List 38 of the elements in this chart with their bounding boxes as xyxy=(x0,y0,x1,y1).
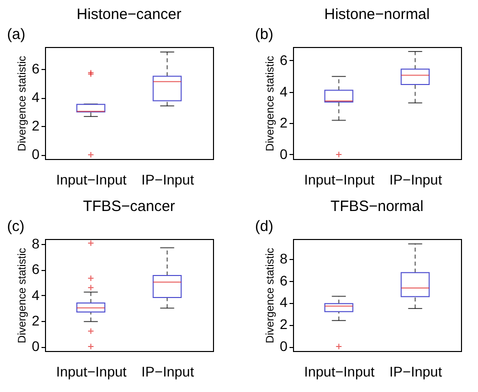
y-tick-label: 4 xyxy=(280,294,288,310)
text: (c) xyxy=(7,218,24,235)
y-tick-label: 0 xyxy=(32,338,40,354)
y-tick-label: 2 xyxy=(280,114,288,131)
y-tick-label: 0 xyxy=(32,146,40,162)
y-tick-label: 6 xyxy=(32,261,40,278)
x-tick-label: IP−Input xyxy=(141,172,194,188)
text: (b) xyxy=(255,26,274,43)
y-tick-label: 2 xyxy=(280,316,288,332)
y-tick-label: 6 xyxy=(280,272,288,288)
chart-title: TFBS−cancer xyxy=(82,198,176,215)
y-tick-label: 6 xyxy=(280,52,288,68)
y-tick-label: 6 xyxy=(32,60,40,77)
y-tick-label: 2 xyxy=(32,118,40,134)
y-axis-title: Divergence statistic xyxy=(264,55,277,152)
text: (a) xyxy=(7,26,26,43)
y-tick-label: 8 xyxy=(32,236,40,252)
y-tick-label: 8 xyxy=(280,250,288,266)
x-tick-label: IP−Input xyxy=(141,364,194,380)
y-tick-label: 4 xyxy=(280,83,288,100)
x-tick-label: IP−Input xyxy=(389,172,442,188)
y-axis-title: Divergence statistic xyxy=(264,247,277,344)
y-axis-title: Divergence statistic xyxy=(16,247,29,344)
x-tick-label: IP−Input xyxy=(389,364,442,380)
y-tick-label: 0 xyxy=(280,146,288,162)
chart-title: Histone−cancer xyxy=(76,6,182,23)
x-tick-label: Input−Input xyxy=(304,172,375,188)
x-tick-label: Input−Input xyxy=(304,364,375,380)
x-tick-label: Input−Input xyxy=(56,364,127,380)
y-axis-title: Divergence statistic xyxy=(16,55,29,152)
y-tick-label: 4 xyxy=(32,286,40,303)
y-tick-label: 2 xyxy=(32,312,40,328)
y-tick-label: 4 xyxy=(32,89,40,106)
y-tick-label: 0 xyxy=(280,338,288,354)
chart-title: TFBS−normal xyxy=(330,198,424,215)
x-tick-label: Input−Input xyxy=(56,172,127,188)
chart-title: Histone−normal xyxy=(324,6,430,23)
text: (d) xyxy=(255,218,274,235)
